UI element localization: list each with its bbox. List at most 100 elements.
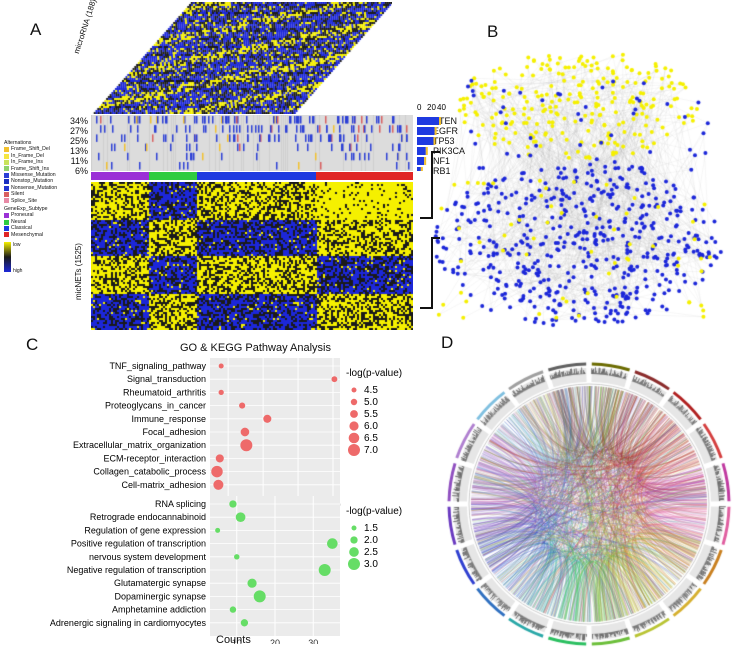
panel-letter-c: C [26, 335, 39, 354]
legend-swatch [4, 179, 9, 185]
term-dot [247, 578, 257, 588]
subtype-segment [91, 172, 149, 180]
term-label: Extracellular_matrix_organization [73, 440, 206, 450]
term-dot [229, 500, 237, 508]
network-graph [428, 40, 738, 330]
legend-swatch [4, 232, 9, 238]
legend-label: Splice_Site [11, 197, 37, 204]
panel-letter-a: A [30, 20, 42, 39]
gene-percent: 34% [69, 116, 88, 126]
legend-label: Nonsense_Mutation [11, 184, 58, 191]
legend-label: Mesenchymal [11, 231, 44, 238]
legend-swatch [4, 191, 9, 197]
subtype-segment [316, 172, 413, 180]
legend-label: Nonstop_Mutation [11, 178, 54, 185]
gene-count-bar [417, 147, 426, 155]
legend-swatch [4, 185, 9, 191]
legend-title: -log(p-value) [346, 368, 402, 379]
micnets-heatmap [91, 182, 413, 330]
panel-d [440, 352, 739, 657]
term-label: Regulation of gene expression [84, 525, 206, 535]
alteration-legend-item: Frame_Shift_Del [4, 146, 66, 152]
term-dot [240, 619, 249, 627]
legend-label: Frame_Shift_Ins [11, 165, 50, 172]
legend-value: 6.5 [364, 433, 378, 444]
legend-value: 4.5 [364, 385, 378, 396]
scale-low-label: low [13, 242, 21, 249]
gene-percent: 13% [69, 146, 88, 156]
legend-swatch [4, 147, 9, 153]
legend-dot [348, 432, 360, 444]
subtype-segment [148, 172, 198, 180]
term-label: Focal_adhesion [142, 427, 206, 437]
x-tick-label: 20 [270, 638, 280, 644]
legend-label: In_Frame_Ins [11, 159, 44, 166]
scale-high-label: high [13, 268, 23, 275]
gene-percent: 27% [69, 126, 88, 136]
term-label: Adrenergic signaling in cardiomyocytes [50, 618, 207, 628]
plot-background [210, 358, 340, 498]
term-label: Dopaminergic synapse [114, 591, 206, 601]
legend-swatch [4, 213, 9, 219]
legend-label: Proneural [11, 212, 34, 219]
term-dot [213, 479, 224, 490]
legend-label: Classical [11, 225, 32, 232]
gene-percent: 6% [74, 166, 88, 176]
alteration-legend-item: Missense_Mutation [4, 172, 66, 178]
term-label: TNF_signaling_pathway [109, 361, 206, 371]
legend-title: -log(p-value) [346, 506, 402, 517]
term-label: Cell-matrix_adhesion [121, 480, 206, 490]
term-dot [211, 465, 223, 478]
subtype-legend-item: Proneural [4, 212, 66, 218]
gene-count-bar [417, 167, 421, 171]
term-dot [253, 590, 266, 603]
gene-percent: 25% [69, 136, 88, 146]
term-label: RNA splicing [155, 499, 206, 509]
legend-value: 3.0 [364, 559, 378, 570]
legend-label: Silent [11, 191, 24, 198]
term-dot [240, 427, 250, 437]
alteration-legend-item: In_Frame_Del [4, 153, 66, 159]
legend-dot [348, 558, 360, 570]
legend-value: 2.5 [364, 547, 378, 558]
term-label: Negative regulation of transcription [67, 565, 206, 575]
term-dot [215, 454, 224, 463]
panel-letter-d: D [441, 333, 454, 352]
legend-swatch [4, 198, 9, 204]
term-dot [327, 538, 338, 549]
gene-count-bar-segment [425, 147, 428, 155]
legend-dot [350, 536, 358, 544]
top-dotplot: TNF_signaling_pathway Signal_transduction… [73, 358, 402, 506]
legend-label: Frame_Shift_Del [11, 146, 50, 153]
term-dot [229, 606, 237, 613]
term-dot [318, 564, 331, 576]
term-dot [263, 414, 272, 423]
x-axis-label: Counts [216, 634, 251, 646]
alteration-legend-item: In_Frame_Ins [4, 159, 66, 165]
gene-count-bar-segment [420, 167, 423, 171]
gene-count-bar [417, 137, 434, 145]
mutation-oncoprint [91, 115, 413, 171]
gene-percent: 11% [70, 156, 88, 166]
mutation-percent-column: 34% 27% 25% 13% 11% 6% [58, 116, 88, 176]
chart-title: GO & KEGG Pathway Analysis [180, 342, 332, 354]
gene-count-bar [417, 127, 435, 135]
term-dot [234, 554, 240, 560]
term-label: Collagen_catabolic_process [93, 467, 206, 477]
legend-dot [349, 547, 359, 557]
alteration-legend-item: Splice_Site [4, 198, 66, 204]
panel-a: microRNA (188) 34%27%25%13%11%6% PTENEGF… [0, 0, 470, 335]
legend-value: 7.0 [364, 445, 378, 456]
term-dot [215, 527, 221, 533]
bar-axis-tick: 0 [417, 103, 422, 112]
legend-label: Missense_Mutation [11, 172, 56, 179]
legend-swatch [4, 225, 9, 231]
legend-dot [350, 398, 358, 406]
subtype-bar [91, 172, 413, 180]
legend-value: 6.0 [364, 421, 378, 432]
legend-dot [349, 421, 359, 431]
legend-value: 5.0 [364, 397, 378, 408]
alteration-legend-item: Frame_Shift_Ins [4, 166, 66, 172]
legend-dot [348, 444, 360, 456]
legend-dot [351, 525, 357, 531]
